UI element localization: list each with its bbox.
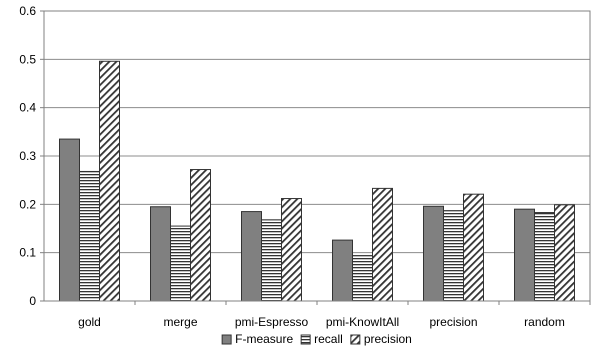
x-tick-label: pmi-KnowItAll (326, 315, 399, 329)
bar-recall-precision (443, 210, 464, 302)
bar-recall-random (534, 212, 555, 302)
bar-f-measure-pmi-knowitall (332, 239, 353, 302)
bar-f-measure-gold (59, 138, 80, 302)
bar-recall-pmi-espresso (261, 219, 282, 302)
bar-precision-random (554, 204, 575, 302)
x-tick-label: merge (163, 315, 197, 329)
legend-label-recall: recall (314, 332, 343, 346)
bar-precision-precision (463, 193, 484, 302)
bar-recall-gold (79, 170, 100, 302)
bar-f-measure-merge (150, 206, 171, 302)
legend-swatch-recall (300, 334, 311, 345)
legend-swatch-precision (350, 334, 361, 345)
bar-precision-pmi-knowitall (372, 187, 393, 302)
legend-swatch-f-measure (221, 334, 232, 345)
y-tick-label: 0.4 (19, 101, 36, 115)
x-tick-label: precision (429, 315, 477, 329)
y-tick-label: 0 (29, 294, 36, 308)
bar-precision-merge (190, 169, 211, 302)
gridlines (44, 10, 590, 254)
legend: F-measure recall precision (221, 332, 412, 346)
x-tick-label: pmi-Espresso (235, 315, 309, 329)
bar-f-measure-precision (423, 205, 444, 302)
bars (59, 60, 575, 302)
y-tick-label: 0.2 (19, 197, 36, 211)
bar-f-measure-pmi-espresso (241, 211, 262, 302)
y-tick-label: 0.5 (19, 52, 36, 66)
bar-precision-pmi-espresso (281, 198, 302, 302)
axis-labels: 0 0.1 0.2 0.3 0.4 0.5 0.6 gold merge pmi-Espresso… (19, 4, 565, 329)
y-tick-label: 0.6 (19, 4, 36, 18)
x-tick-label: random (524, 315, 565, 329)
bar-precision-gold (99, 60, 120, 302)
x-tick-label: gold (78, 315, 101, 329)
bar-recall-merge (170, 225, 191, 302)
y-tick-label: 0.3 (19, 149, 36, 163)
axes (40, 10, 591, 305)
legend-label-precision: precision (364, 332, 412, 346)
bar-recall-pmi-knowitall (352, 255, 373, 302)
y-tick-label: 0.1 (19, 246, 36, 260)
bar-f-measure-random (514, 208, 535, 302)
legend-label-f-measure: F-measure (235, 332, 293, 346)
